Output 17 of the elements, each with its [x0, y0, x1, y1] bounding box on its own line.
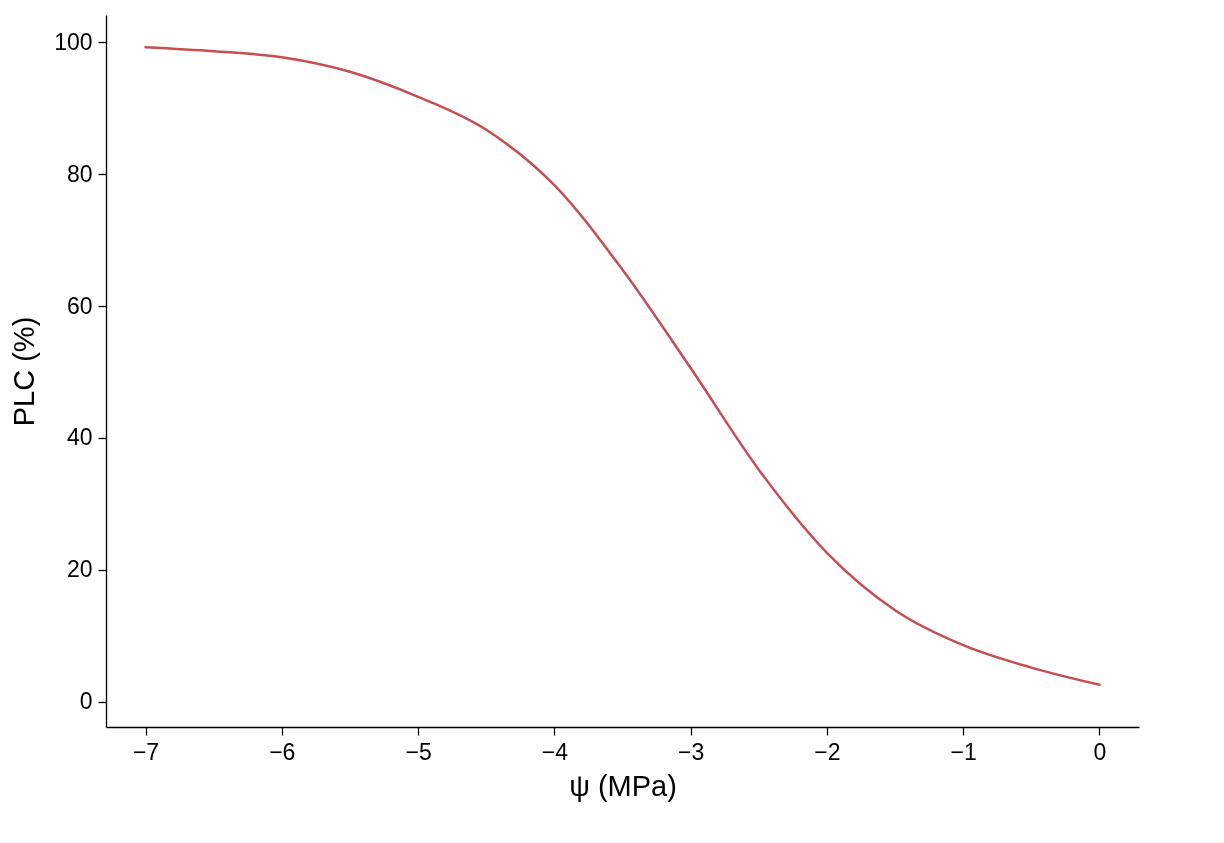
line-series — [144, 46, 1101, 687]
y-tick-label: 40 — [66, 424, 93, 451]
x-tick-label: −2 — [814, 738, 841, 765]
x-tick-label: −6 — [269, 738, 296, 765]
x-tick-label: −5 — [405, 738, 432, 765]
x-tick-label: 0 — [1093, 738, 1107, 765]
y-tick-label: 80 — [66, 160, 93, 187]
y-tick-label: 100 — [54, 28, 93, 55]
y-axis-title: PLC (%) — [8, 316, 41, 427]
x-tick-label: −1 — [950, 738, 977, 765]
y-tick-label: 20 — [66, 556, 93, 583]
x-axis-title: ψ (MPa) — [569, 769, 677, 802]
x-tick-label: −4 — [541, 738, 569, 765]
x-tick-label: −7 — [132, 738, 160, 765]
y-tick-label: 0 — [79, 688, 93, 715]
y-tick-label: 60 — [66, 292, 93, 319]
x-tick-label: −3 — [678, 738, 705, 765]
